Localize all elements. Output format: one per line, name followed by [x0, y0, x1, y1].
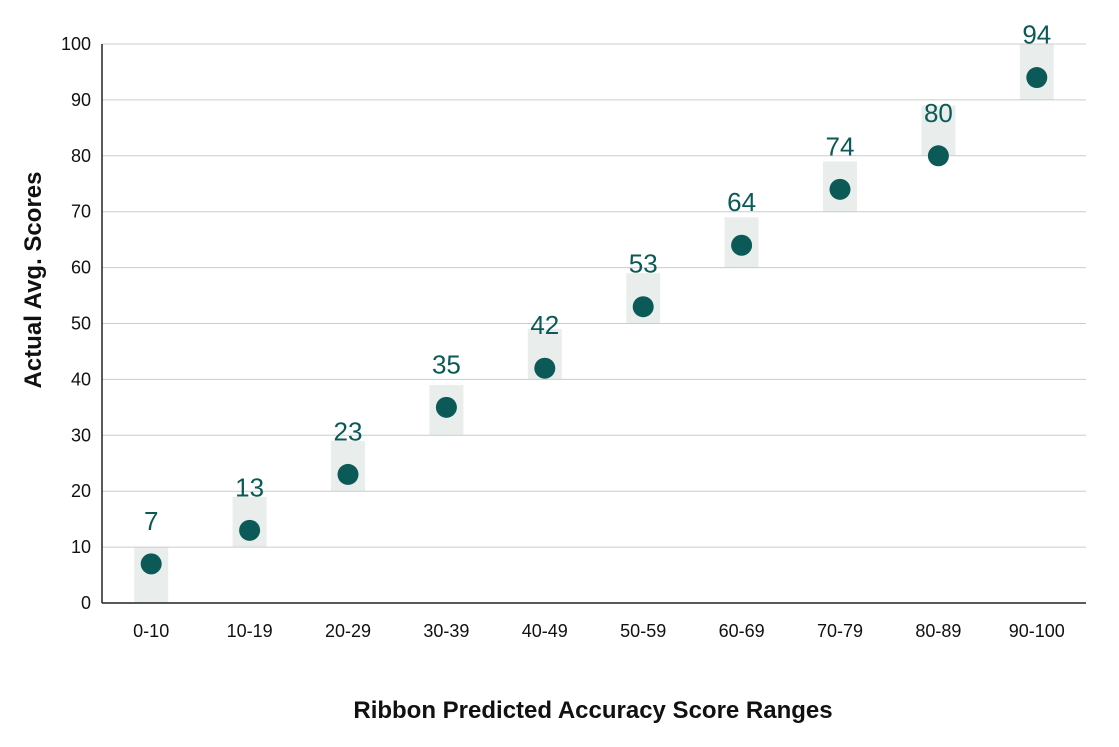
data-label: 13	[235, 472, 264, 502]
y-tick-label: 0	[81, 593, 91, 613]
x-tick-label: 60-69	[719, 621, 765, 641]
y-axis-title: Actual Avg. Scores	[20, 171, 47, 389]
x-tick-label: 10-19	[227, 621, 273, 641]
data-point	[239, 519, 261, 541]
data-point	[337, 463, 359, 485]
data-label: 74	[826, 131, 855, 161]
data-point	[534, 357, 556, 379]
data-point	[435, 396, 457, 418]
data-label: 80	[924, 98, 953, 128]
data-point	[829, 178, 851, 200]
x-tick-label: 30-39	[423, 621, 469, 641]
x-tick-label: 0-10	[133, 621, 169, 641]
y-tick-label: 90	[71, 90, 91, 110]
y-tick-label: 10	[71, 537, 91, 557]
x-tick-label: 80-89	[915, 621, 961, 641]
data-label: 53	[629, 249, 658, 279]
x-tick-label: 70-79	[817, 621, 863, 641]
y-tick-label: 20	[71, 481, 91, 501]
y-tick-label: 100	[61, 34, 91, 54]
y-tick-label: 60	[71, 258, 91, 278]
data-point	[1026, 67, 1048, 89]
data-point	[927, 145, 949, 167]
x-tick-label: 40-49	[522, 621, 568, 641]
data-point	[140, 553, 162, 575]
x-tick-label: 50-59	[620, 621, 666, 641]
y-tick-label: 70	[71, 202, 91, 222]
data-label: 7	[144, 506, 158, 536]
y-tick-label: 30	[71, 425, 91, 445]
data-point	[632, 296, 654, 318]
x-axis-title: Ribbon Predicted Accuracy Score Ranges	[353, 697, 833, 724]
x-tick-label: 90-100	[1009, 621, 1065, 641]
y-tick-label: 80	[71, 146, 91, 166]
data-label: 94	[1022, 20, 1051, 50]
data-label: 23	[334, 416, 363, 446]
data-label: 64	[727, 187, 756, 217]
y-tick-label: 40	[71, 369, 91, 389]
x-tick-label: 20-29	[325, 621, 371, 641]
data-point	[731, 234, 753, 256]
data-label: 42	[530, 310, 559, 340]
y-tick-label: 50	[71, 314, 91, 334]
data-label: 35	[432, 349, 461, 379]
